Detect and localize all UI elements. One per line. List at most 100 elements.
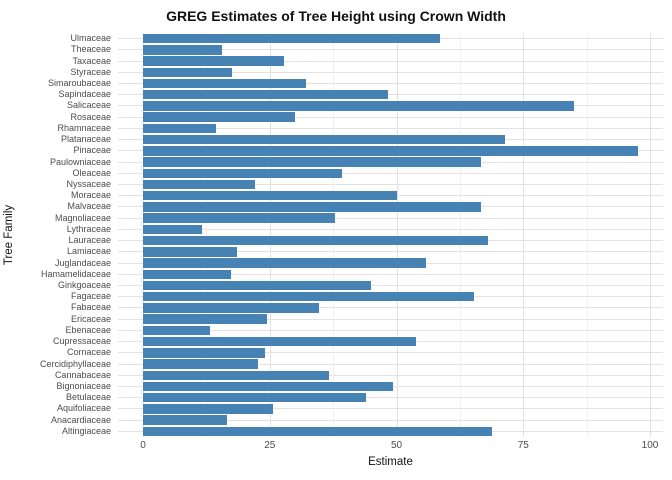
gridline-vertical-minor <box>459 33 461 437</box>
bar-rhamnaceae <box>143 123 216 134</box>
gridline-horizontal <box>118 318 663 320</box>
y-tick-label: Juglandaceae <box>54 257 111 268</box>
y-tick-label: Fagaceae <box>70 291 111 302</box>
bar-aquifoliaceae <box>143 404 274 414</box>
gridline-horizontal <box>118 329 663 331</box>
gridline-horizontal <box>118 307 663 309</box>
gridline-horizontal <box>118 251 663 253</box>
gridline-horizontal <box>118 285 663 286</box>
x-tick-label: 75 <box>517 440 529 451</box>
y-tick-label: Ulmaceae <box>70 33 111 44</box>
y-tick-label: Salicaceae <box>66 100 111 111</box>
bar-simaroubaceae <box>143 78 306 89</box>
gridline-horizontal <box>118 83 663 84</box>
bar-sapindaceae <box>143 90 389 100</box>
y-tick-label: Pinaceae <box>73 145 111 156</box>
y-tick-label: Aquifoliaceae <box>56 403 111 414</box>
y-tick-label: Cornaceae <box>66 347 111 358</box>
bar-altingiaceae <box>143 426 493 437</box>
bar-betulaceae <box>143 393 367 403</box>
y-tick-label: Bignoniaceae <box>56 381 111 391</box>
bar-pinaceae <box>143 146 639 156</box>
y-tick-label: Magnoliaceae <box>54 212 111 223</box>
gridline-horizontal <box>118 273 663 275</box>
gridline-horizontal <box>118 116 663 118</box>
bar-fabaceae <box>143 303 319 313</box>
gridline-horizontal <box>118 374 663 376</box>
bar-cornaceae <box>143 348 265 358</box>
y-tick-label: Lamiaceae <box>66 246 111 257</box>
bar-ebenaceae <box>143 325 211 336</box>
bar-fagaceae <box>143 292 475 302</box>
bar-nyssaceae <box>143 179 256 190</box>
y-tick-label: Sapindaceae <box>58 89 111 100</box>
y-tick-label: Taxaceae <box>72 55 111 66</box>
gridline-horizontal <box>118 94 663 96</box>
bar-lauraceae <box>143 235 489 246</box>
gridline-horizontal <box>118 397 663 399</box>
y-tick-label: Oleaceae <box>72 167 111 178</box>
bar-ericaceae <box>143 314 267 324</box>
bar-hamamelidaceae <box>143 269 231 279</box>
y-tick-label: Rosaceae <box>70 111 111 122</box>
y-tick-label: Cercidiphyllaceae <box>39 358 111 369</box>
y-tick-label: Lythraceae <box>66 223 111 234</box>
gridline-vertical-major <box>650 33 651 437</box>
bar-ginkgoaceae <box>143 280 371 291</box>
y-tick-label: Simaroubaceae <box>47 78 111 88</box>
bar-lythraceae <box>143 224 202 235</box>
bar-juglandaceae <box>143 258 427 268</box>
gridline-vertical-minor <box>333 33 335 437</box>
gridline-vertical-major <box>396 33 398 437</box>
gridline-horizontal <box>118 363 663 365</box>
bar-platanaceae <box>143 134 505 145</box>
gridline-horizontal <box>118 228 663 230</box>
bar-cercidiphyllaceae <box>143 359 259 369</box>
bar-magnoliaceae <box>143 213 335 223</box>
y-tick-label: Styraceae <box>70 66 111 77</box>
gridline-horizontal <box>118 49 663 51</box>
bar-ulmaceae <box>143 33 441 44</box>
bar-bignoniaceae <box>143 381 394 392</box>
y-tick-label: Lauraceae <box>68 235 111 246</box>
y-tick-label: Moraceae <box>70 190 111 201</box>
bar-rosaceae <box>143 112 295 122</box>
bar-lamiaceae <box>143 247 238 257</box>
y-tick-label: Ericaceae <box>70 313 111 324</box>
gridline-horizontal <box>118 60 663 62</box>
y-tick-label: Anacardiaceae <box>50 414 111 425</box>
y-tick-label: Nyssaceae <box>66 179 111 189</box>
gridline-vertical-major <box>523 33 525 437</box>
y-tick-label: Fabaceae <box>70 302 111 313</box>
x-axis-title: Estimate <box>368 456 413 468</box>
x-tick-label: 50 <box>390 440 403 451</box>
y-tick-label: Rhamnaceae <box>57 122 111 133</box>
gridline-horizontal <box>118 352 663 354</box>
y-tick-label: Theaceae <box>70 44 111 55</box>
gridline-vertical-major <box>143 33 144 437</box>
chart-title: GREG Estimates of Tree Height using Crow… <box>166 8 506 24</box>
bar-cupressaceae <box>143 336 416 347</box>
y-tick-label: Altingiaceae <box>61 425 111 436</box>
bar-theaceae <box>143 45 222 55</box>
bar-styraceae <box>143 67 233 77</box>
y-tick-label: Paulowniaceae <box>49 156 111 167</box>
gridline-horizontal <box>118 71 663 73</box>
x-tick-label: 25 <box>264 440 276 451</box>
y-tick-label: Hamamelidaceae <box>40 268 111 279</box>
gridline-horizontal <box>118 419 663 421</box>
bar-malvaceae <box>143 202 482 212</box>
bar-moraceae <box>143 191 397 201</box>
bar-cannabaceae <box>143 370 329 380</box>
y-tick-label: Cannabaceae <box>54 369 111 380</box>
gridline-horizontal <box>118 127 663 129</box>
bar-oleaceae <box>143 168 343 178</box>
bar-taxaceae <box>143 56 285 66</box>
gridline-vertical-minor <box>586 33 588 437</box>
gridline-horizontal <box>118 172 663 174</box>
gridline-horizontal <box>118 184 663 185</box>
gridline-vertical-minor <box>206 33 208 437</box>
bar-anacardiaceae <box>143 415 228 425</box>
y-tick-label: Ebenaceae <box>65 324 111 335</box>
